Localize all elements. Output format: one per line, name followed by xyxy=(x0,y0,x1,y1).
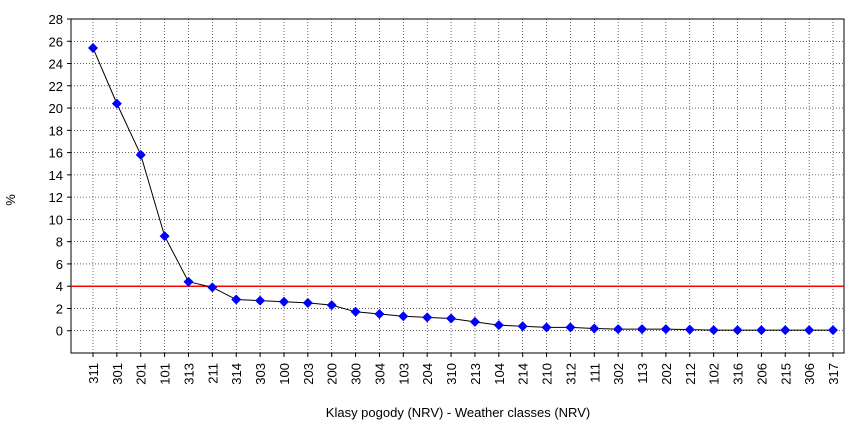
x-tick-label: 203 xyxy=(301,363,316,385)
x-tick-label: 304 xyxy=(372,363,387,385)
x-tick-label: 310 xyxy=(444,363,459,385)
x-tick-label: 103 xyxy=(396,363,411,385)
x-tick-label: 314 xyxy=(229,363,244,385)
x-tick-label: 300 xyxy=(349,363,364,385)
x-tick-label: 302 xyxy=(611,363,626,385)
y-tick-label: 8 xyxy=(56,235,63,250)
data-point xyxy=(278,296,289,307)
x-axis-label: Klasy pogody (NRV) - Weather classes (NR… xyxy=(326,405,590,420)
y-tick-label: 6 xyxy=(56,257,63,272)
x-tick-label: 311 xyxy=(86,363,101,384)
data-point xyxy=(398,311,409,322)
x-tick-label: 303 xyxy=(253,363,268,385)
y-tick-label: 4 xyxy=(56,279,63,294)
y-tick-label: 24 xyxy=(49,57,63,72)
data-point xyxy=(541,322,552,333)
data-point xyxy=(422,312,433,323)
x-tick-label: 201 xyxy=(134,363,149,385)
series-line xyxy=(92,47,833,331)
data-point xyxy=(135,149,146,160)
x-tick-label: 200 xyxy=(325,363,340,385)
y-tick-label: 16 xyxy=(49,146,63,161)
x-tick-label: 312 xyxy=(563,363,578,385)
data-point xyxy=(708,325,719,336)
data-point xyxy=(374,309,385,320)
x-tick-label: 212 xyxy=(683,363,698,385)
data-point xyxy=(637,324,648,335)
data-point xyxy=(159,231,170,242)
y-tick-label: 28 xyxy=(49,12,63,27)
data-point xyxy=(350,306,361,317)
y-tick-label: 20 xyxy=(49,101,63,116)
y-tick-label: 14 xyxy=(49,168,63,183)
x-tick-label: 313 xyxy=(181,363,196,385)
x-tick-label: 113 xyxy=(635,363,650,384)
plot-frame xyxy=(70,18,845,354)
x-tick-label: 202 xyxy=(659,363,674,385)
x-tick-label: 102 xyxy=(707,363,722,385)
data-point xyxy=(183,276,194,287)
y-tick-label: 12 xyxy=(49,190,63,205)
x-tick-label: 306 xyxy=(802,363,817,385)
x-tick-label: 206 xyxy=(754,363,769,385)
y-tick-label: 18 xyxy=(49,123,63,138)
data-point xyxy=(565,322,576,333)
x-tick-label: 211 xyxy=(205,363,220,384)
data-point xyxy=(589,323,600,334)
x-tick-label: 213 xyxy=(468,363,483,385)
y-tick-label: 0 xyxy=(56,324,63,339)
x-tick-label: 204 xyxy=(420,363,435,385)
data-point xyxy=(804,325,815,336)
x-tick-label: 104 xyxy=(492,363,507,385)
data-point xyxy=(732,325,743,336)
x-tick-label: 317 xyxy=(826,363,841,385)
data-point xyxy=(111,98,122,109)
x-tick-label: 301 xyxy=(110,363,125,385)
data-point xyxy=(326,300,337,311)
y-tick-label: 10 xyxy=(49,212,63,227)
y-tick-label: 2 xyxy=(56,301,63,316)
data-point xyxy=(446,313,457,324)
data-point xyxy=(255,295,266,306)
data-point xyxy=(302,297,313,308)
x-tick-label: 111 xyxy=(587,363,602,383)
data-point xyxy=(469,316,480,327)
data-point xyxy=(517,321,528,332)
y-tick-label: 26 xyxy=(49,34,63,49)
data-point xyxy=(828,325,838,336)
y-tick-label: 22 xyxy=(49,79,63,94)
y-axis-label: % xyxy=(3,194,18,206)
data-point xyxy=(660,324,671,335)
x-tick-label: 316 xyxy=(731,363,746,385)
data-point xyxy=(88,42,98,53)
x-tick-label: 215 xyxy=(778,363,793,385)
x-tick-label: 210 xyxy=(540,363,555,385)
data-point xyxy=(613,324,624,335)
x-tick-label: 214 xyxy=(516,363,531,385)
x-tick-label: 100 xyxy=(277,363,292,385)
data-point xyxy=(684,324,695,335)
data-point xyxy=(207,282,218,293)
data-point xyxy=(231,294,242,305)
data-point xyxy=(493,320,504,331)
x-tick-label: 101 xyxy=(158,363,173,385)
data-point xyxy=(756,325,767,336)
data-point xyxy=(780,325,791,336)
